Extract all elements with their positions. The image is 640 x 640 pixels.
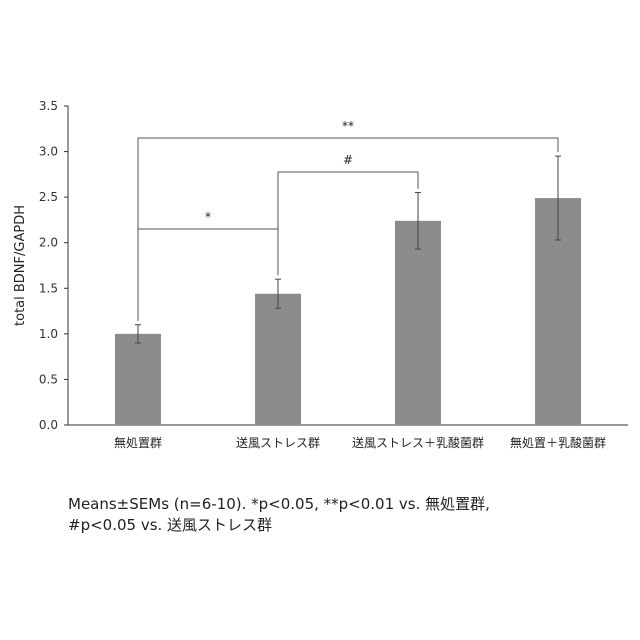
caption-line-1: Means±SEMs (n=6-10). *p<0.05, **p<0.01 v… [68,495,490,513]
y-tick-label: 0.5 [39,372,58,386]
significance-bracket [277,171,419,276]
y-tick-label: 1.0 [39,327,58,341]
y-tick-label: 3.0 [39,145,58,159]
significance-label: ** [342,119,354,133]
y-tick-label: 2.5 [39,190,58,204]
bar-3 [395,220,441,425]
y-axis-label: total BDNF/GAPDH [13,205,28,326]
y-tick-label: 0.0 [39,418,58,432]
significance-bracket [137,137,559,321]
bar-1 [115,333,161,425]
caption-line-2: #p<0.05 vs. 送風ストレス群 [68,516,273,534]
category-label-1: 無処置群 [114,435,162,450]
significance-label: # [343,153,353,167]
category-label-4: 無処置＋乳酸菌群 [510,435,606,450]
significance-label: * [205,210,211,224]
figure-caption: Means±SEMs (n=6-10). *p<0.05, **p<0.01 v… [68,494,628,536]
y-tick-label: 2.0 [39,236,58,250]
bar-2 [255,293,301,425]
category-label-3: 送風ストレス＋乳酸菌群 [352,435,484,450]
bar-chart: 0.0 0.5 1.0 1.5 2.0 2.5 3.0 3.5 total BDNF/GAPDH… [13,99,628,450]
y-tick-label: 3.5 [39,99,58,113]
y-tick-label: 1.5 [39,281,58,295]
category-label-2: 送風ストレス群 [236,435,320,450]
